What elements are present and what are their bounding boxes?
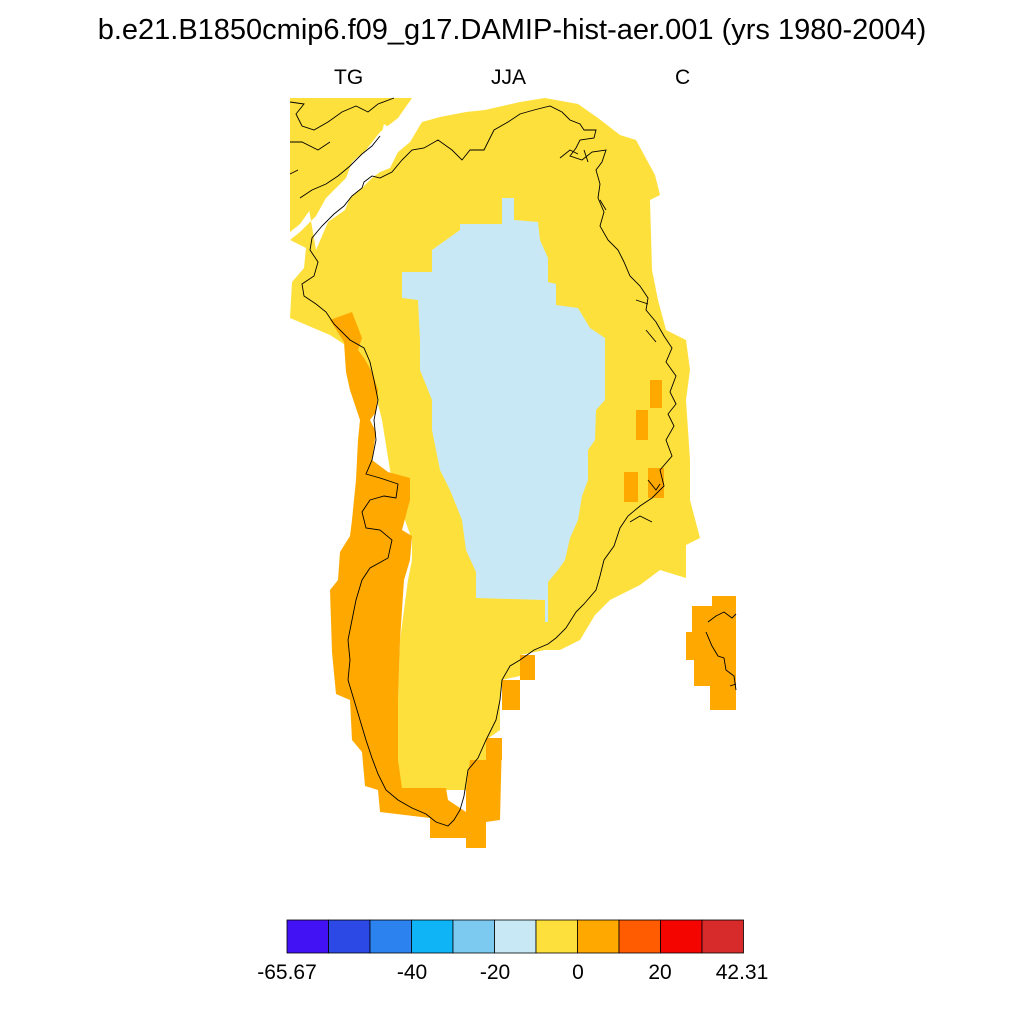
coast-greenland [301, 105, 677, 827]
figure-title: b.e21.B1850cmip6.f09_g17.DAMIP-hist-aer.… [97, 14, 927, 46]
colorbar-box [535, 919, 578, 954]
field-orange-west [330, 312, 502, 848]
colorbar-box [452, 919, 495, 954]
colorbar-label: 0 [572, 961, 584, 984]
colorbar-label: 20 [648, 961, 672, 984]
colorbar-box [701, 919, 744, 954]
subtitle-left: TG [334, 66, 364, 89]
subtitle-right: C [675, 66, 691, 89]
field-orange-sw [502, 680, 520, 710]
coast-ellesmere [289, 97, 395, 199]
field-orange-s2 [520, 655, 535, 680]
field-orange-s3 [486, 738, 502, 760]
colorbar-box [369, 919, 412, 954]
coast-fjords [559, 149, 661, 523]
field-orange-east2 [636, 410, 648, 440]
coast-iceland [705, 611, 737, 691]
colorbar-box [328, 919, 371, 954]
field-lightblue [402, 198, 605, 622]
field-orange-iceland [686, 596, 736, 710]
coastlines [289, 97, 737, 827]
colorbar-box [618, 919, 661, 954]
colorbar [286, 919, 744, 954]
colorbar-box [411, 919, 454, 954]
colorbar-box [660, 919, 703, 954]
colorbar-box [286, 919, 329, 954]
field-orange-east1 [650, 380, 662, 408]
colorbar-label: -65.67 [257, 961, 317, 984]
subtitle-center: JJA [491, 66, 527, 89]
field-yellow-nw [290, 98, 412, 232]
colorbar-box [494, 919, 537, 954]
colorbar-label: -20 [479, 961, 511, 984]
colorbar-label: -40 [396, 961, 428, 984]
colorbar-box [577, 919, 620, 954]
colorbar-label: 42.31 [715, 961, 769, 984]
field-orange-east3 [624, 472, 638, 502]
field-gap-nw [392, 98, 420, 152]
field-gap-nw2 [356, 124, 396, 178]
